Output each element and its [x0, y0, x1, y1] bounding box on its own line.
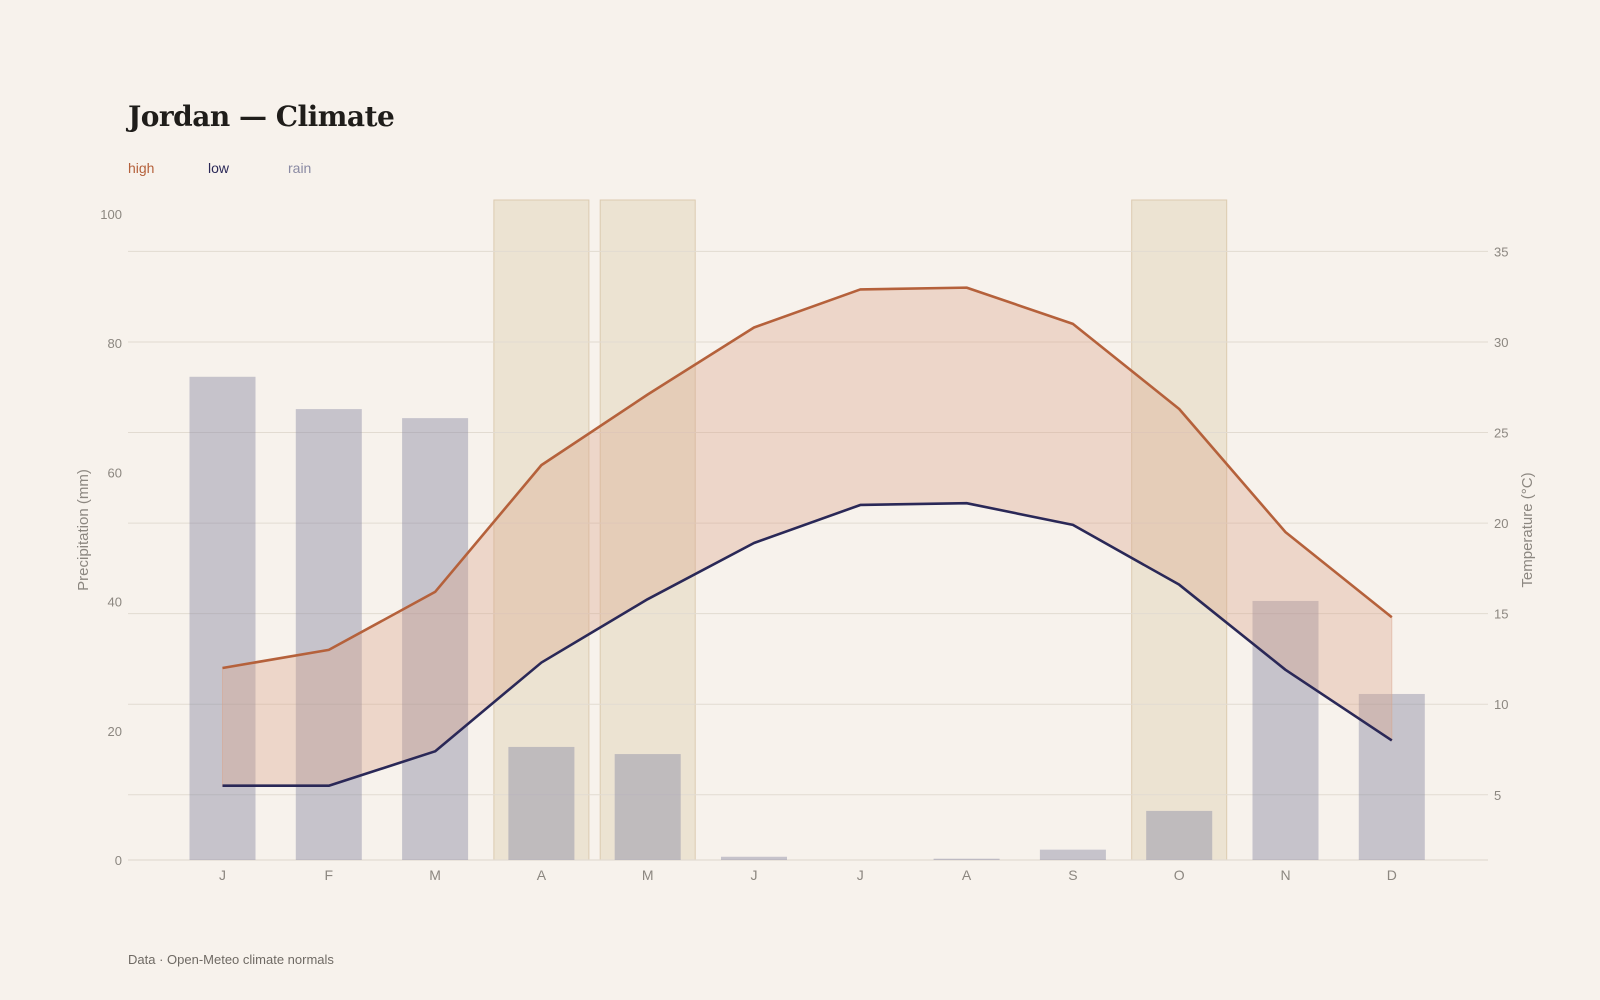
- x-axis-label-J: J: [857, 867, 864, 883]
- rain-bar-S: [1039, 849, 1106, 860]
- rain-bar-A: [933, 858, 1000, 860]
- x-axis-label-J: J: [751, 867, 758, 883]
- left-axis-tick: 60: [108, 465, 122, 480]
- x-axis-label-M: M: [642, 867, 654, 883]
- x-axis-label-O: O: [1174, 867, 1185, 883]
- left-axis-tick: 40: [108, 595, 122, 610]
- rain-bar-F: [295, 409, 362, 860]
- chart-title: Jordan — Climate: [128, 100, 395, 133]
- rain-bar-M: [614, 754, 681, 860]
- left-axis-tick: 80: [108, 336, 122, 351]
- right-axis-tick: 15: [1494, 607, 1508, 622]
- highlight-column-9: [1131, 199, 1228, 861]
- x-axis-label-A: A: [537, 867, 547, 883]
- rain-bars: [189, 376, 1425, 860]
- legend-item-high: high: [128, 160, 155, 176]
- rain-bar-J: [189, 376, 256, 860]
- right-axis-tick: 5: [1494, 788, 1501, 803]
- x-axis-label-N: N: [1280, 867, 1290, 883]
- legend-item-rain: rain: [288, 160, 312, 176]
- x-axis-label-S: S: [1068, 867, 1077, 883]
- right-axis-tick: 25: [1494, 426, 1508, 441]
- axis-labels: 0 20 40 60 80 100 5 10 15 20 25 30 35 J F M A M J J A S O N D Pre…: [75, 207, 1536, 883]
- highlight-column-4: [599, 199, 696, 861]
- right-axis-tick: 20: [1494, 516, 1508, 531]
- right-axis-tick: 35: [1494, 244, 1508, 259]
- right-axis-title: Temperature (°C): [1519, 472, 1536, 587]
- rain-bar-N: [1252, 600, 1319, 860]
- rain-bar-A: [508, 746, 575, 860]
- temp-lines: [222, 286, 1393, 788]
- highlight-column-3: [493, 199, 590, 861]
- x-axis-label-J: J: [219, 867, 226, 883]
- legend-item-low: low: [208, 160, 230, 176]
- data-source-note: Data · Open-Meteo climate normals: [128, 952, 334, 967]
- rain-bar-O: [1146, 810, 1213, 860]
- rain-bar-J: [721, 856, 787, 860]
- x-axis-label-A: A: [962, 867, 972, 883]
- x-axis-label-D: D: [1387, 867, 1397, 883]
- high-temperature-line: [222, 286, 1393, 670]
- right-axis-tick: 10: [1494, 697, 1508, 712]
- x-axis-label-F: F: [325, 867, 334, 883]
- low-temperature-line: [222, 501, 1393, 788]
- rain-bar-M: [402, 418, 469, 860]
- x-axis-label-M: M: [429, 867, 441, 883]
- right-axis-tick: 30: [1494, 335, 1508, 350]
- left-axis-tick: 100: [100, 207, 122, 222]
- left-axis-tick: 20: [108, 724, 122, 739]
- left-axis-tick: 0: [115, 853, 122, 868]
- left-axis-title: Precipitation (mm): [75, 469, 92, 591]
- highlight-layer: [493, 199, 1228, 861]
